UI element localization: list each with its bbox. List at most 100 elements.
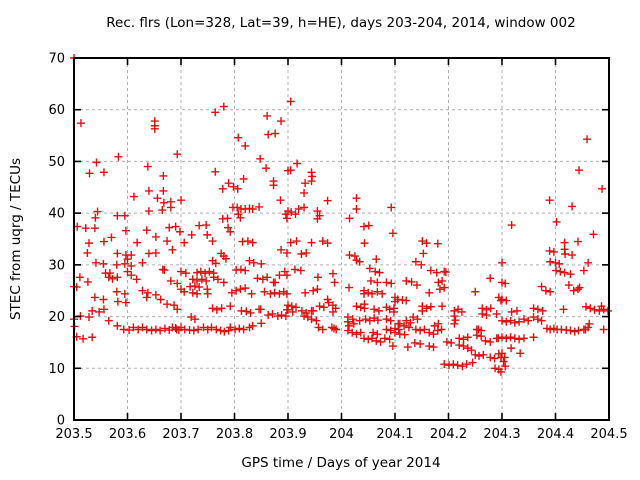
x-tick-label: 204.5 [590,427,627,442]
x-tick-label: 203.6 [109,427,146,442]
data-point [387,203,396,212]
data-point [561,249,570,258]
data-point [551,258,560,267]
data-point [190,282,199,291]
y-tick-label: 50 [48,155,65,170]
data-point [189,326,198,335]
data-point [498,316,506,325]
y-tick-label: 70 [48,52,65,67]
data-point [501,279,510,288]
data-point [560,268,569,277]
data-point [216,326,225,335]
data-point [395,319,404,328]
data-point [243,237,252,246]
data-point [271,278,280,287]
data-point [288,307,297,316]
data-point [552,266,561,275]
data-point [303,313,312,322]
data-point [113,211,122,220]
data-point [173,279,182,288]
data-point [345,214,354,223]
data-point [292,303,301,312]
data-point [202,276,211,285]
data-point [537,316,546,325]
data-point [352,205,361,214]
data-point [163,300,172,309]
data-point [142,293,151,302]
data-point [290,265,299,274]
data-point [177,196,185,205]
data-point [286,238,295,247]
data-point [156,326,165,335]
data-point [112,287,121,296]
data-point [366,276,375,285]
data-point [180,238,189,247]
data-point [367,289,376,298]
data-point [388,342,397,351]
data-point [529,304,538,313]
data-point [79,334,88,343]
data-point [361,315,370,324]
data-point [447,338,456,347]
data-point [129,323,138,332]
data-point [417,260,426,269]
data-point [373,287,382,296]
data-point [138,323,147,332]
data-point [425,328,434,337]
data-point [159,198,168,207]
y-tick-label: 60 [48,103,65,118]
data-point [313,273,322,282]
data-point [506,316,515,325]
data-point [293,159,302,168]
data-point [125,326,134,335]
data-point [364,335,373,344]
data-point [502,296,511,305]
data-point [113,321,122,330]
data-point [458,362,467,371]
data-point [284,305,292,314]
data-point [324,298,333,307]
data-point [502,334,511,343]
data-point [459,335,468,344]
y-tick-label: 0 [57,414,65,429]
data-point [277,245,286,254]
data-point [575,166,584,175]
data-point [537,282,546,291]
data-point [248,321,257,330]
data-point [236,285,245,294]
data-point [313,214,322,223]
data-point [264,130,273,139]
data-point [277,311,286,320]
data-point [330,278,339,287]
data-point [519,315,528,324]
data-point [301,288,310,297]
data-point [373,316,382,325]
data-point [229,182,238,191]
data-point [589,230,598,239]
data-point [546,257,555,266]
data-point [194,325,203,334]
data-point [121,226,130,235]
y-tick-label: 40 [48,207,65,222]
data-point [236,265,245,274]
data-point [569,286,578,295]
data-point [271,129,280,138]
data-point [143,162,152,171]
data-point [187,313,196,322]
data-point [411,257,420,266]
data-point [291,210,300,219]
data-point [249,258,258,267]
data-point [224,223,233,232]
data-point [211,108,220,117]
data-point [343,326,352,335]
data-point [365,316,374,325]
data-point [584,323,593,332]
data-point [498,333,506,342]
data-point [319,303,328,312]
data-point [218,184,227,193]
data-point [403,343,412,352]
data-point [581,302,590,311]
data-point [270,288,279,297]
